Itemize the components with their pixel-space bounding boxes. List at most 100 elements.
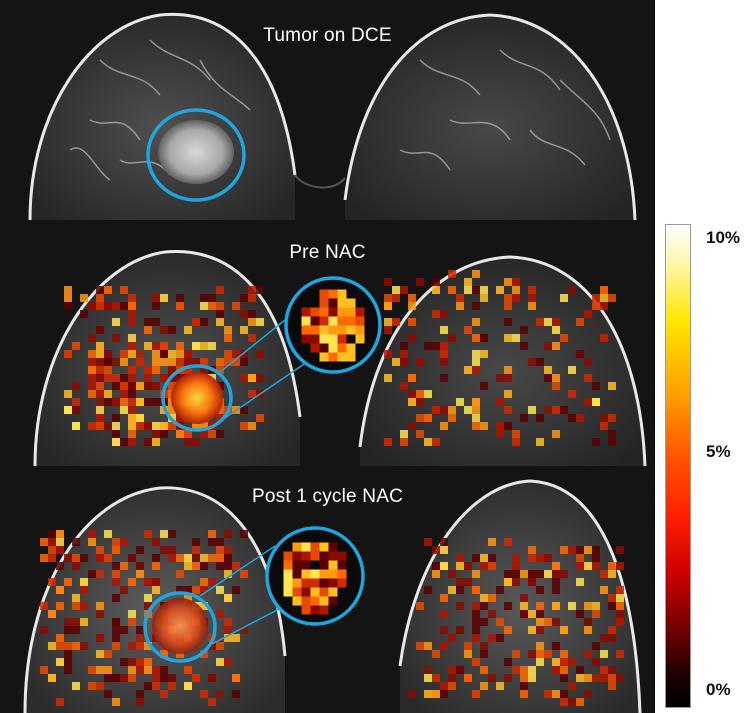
perfusion-pixel: [480, 294, 488, 302]
perfusion-pixel: [192, 422, 200, 430]
mri-image-dce: [28, 12, 637, 221]
perfusion-pixel: [584, 562, 592, 570]
perfusion-pixel: [520, 682, 528, 690]
perfusion-pixel: [96, 650, 104, 658]
perfusion-pixel: [240, 310, 248, 318]
inset-pixel: [319, 334, 329, 344]
perfusion-pixel: [424, 414, 432, 422]
inset-pixel: [328, 551, 338, 561]
tumor-hotspot: [171, 372, 223, 424]
perfusion-pixel: [96, 342, 104, 350]
perfusion-pixel: [200, 302, 208, 310]
perfusion-pixel: [600, 674, 608, 682]
perfusion-pixel: [120, 390, 128, 398]
perfusion-pixel: [136, 658, 144, 666]
perfusion-pixel: [64, 554, 72, 562]
perfusion-pixel: [160, 350, 168, 358]
inset-pixel: [292, 542, 302, 552]
inset-pixel: [319, 569, 329, 579]
perfusion-pixel: [88, 530, 96, 538]
perfusion-pixel: [160, 430, 168, 438]
perfusion-pixel: [600, 294, 608, 302]
perfusion-pixel: [440, 374, 448, 382]
perfusion-pixel: [88, 538, 96, 546]
perfusion-pixel: [208, 642, 216, 650]
perfusion-pixel: [608, 682, 616, 690]
perfusion-pixel: [496, 286, 504, 294]
perfusion-pixel: [88, 374, 96, 382]
perfusion-pixel: [560, 666, 568, 674]
perfusion-pixel: [496, 398, 504, 406]
perfusion-pixel: [96, 422, 104, 430]
perfusion-pixel: [608, 382, 616, 390]
perfusion-pixel: [560, 658, 568, 666]
perfusion-pixel: [504, 390, 512, 398]
perfusion-pixel: [72, 422, 80, 430]
perfusion-pixel: [160, 358, 168, 366]
perfusion-pixel: [416, 398, 424, 406]
perfusion-pixel: [488, 674, 496, 682]
left-breast-outline: [28, 12, 297, 221]
perfusion-pixel: [96, 602, 104, 610]
perfusion-pixel: [520, 602, 528, 610]
perfusion-pixel: [408, 294, 416, 302]
perfusion-pixel: [128, 318, 136, 326]
perfusion-pixel: [552, 382, 560, 390]
perfusion-pixel: [152, 562, 160, 570]
perfusion-pixel: [408, 374, 416, 382]
perfusion-pixel: [232, 358, 240, 366]
perfusion-pixel: [256, 350, 264, 358]
perfusion-pixel: [464, 578, 472, 586]
perfusion-pixel: [112, 438, 120, 446]
perfusion-pixel: [104, 422, 112, 430]
perfusion-pixel: [528, 554, 536, 562]
perfusion-pixel: [160, 530, 168, 538]
perfusion-pixel: [400, 286, 408, 294]
perfusion-pixel: [416, 358, 424, 366]
perfusion-pixel: [128, 414, 136, 422]
perfusion-pixel: [216, 358, 224, 366]
perfusion-pixel: [496, 634, 504, 642]
inset-pixel: [328, 298, 338, 308]
perfusion-pixel: [96, 398, 104, 406]
perfusion-pixel: [512, 438, 520, 446]
perfusion-pixel: [544, 342, 552, 350]
perfusion-pixel: [152, 342, 160, 350]
perfusion-pixel: [216, 302, 224, 310]
perfusion-pixel: [536, 642, 544, 650]
perfusion-pixel: [128, 406, 136, 414]
perfusion-pixel: [112, 562, 120, 570]
perfusion-pixel: [560, 674, 568, 682]
perfusion-pixel: [560, 546, 568, 554]
perfusion-pixel: [96, 366, 104, 374]
perfusion-pixel: [248, 334, 256, 342]
perfusion-pixel: [184, 350, 192, 358]
tumor-mass: [158, 120, 234, 184]
inset-pixel: [319, 343, 329, 353]
perfusion-pixel: [592, 658, 600, 666]
perfusion-pixel: [208, 698, 216, 706]
perfusion-pixel: [144, 658, 152, 666]
perfusion-pixel: [240, 350, 248, 358]
perfusion-pixel: [96, 610, 104, 618]
perfusion-pixel: [384, 318, 392, 326]
inset-pixel: [283, 551, 293, 561]
perfusion-pixel: [96, 286, 104, 294]
perfusion-pixel: [128, 658, 136, 666]
perfusion-pixel: [552, 586, 560, 594]
perfusion-pixel: [80, 618, 88, 626]
inset-pixel: [319, 307, 329, 317]
perfusion-pixel: [80, 642, 88, 650]
perfusion-pixel: [88, 334, 96, 342]
perfusion-pixel: [120, 562, 128, 570]
perfusion-pixel: [512, 666, 520, 674]
perfusion-pixel: [528, 578, 536, 586]
perfusion-pixel: [120, 350, 128, 358]
perfusion-pixel: [224, 358, 232, 366]
perfusion-pixel: [576, 318, 584, 326]
perfusion-pixel: [40, 554, 48, 562]
perfusion-pixel: [176, 430, 184, 438]
perfusion-pixel: [552, 642, 560, 650]
perfusion-pixel: [512, 578, 520, 586]
perfusion-pixel: [416, 390, 424, 398]
